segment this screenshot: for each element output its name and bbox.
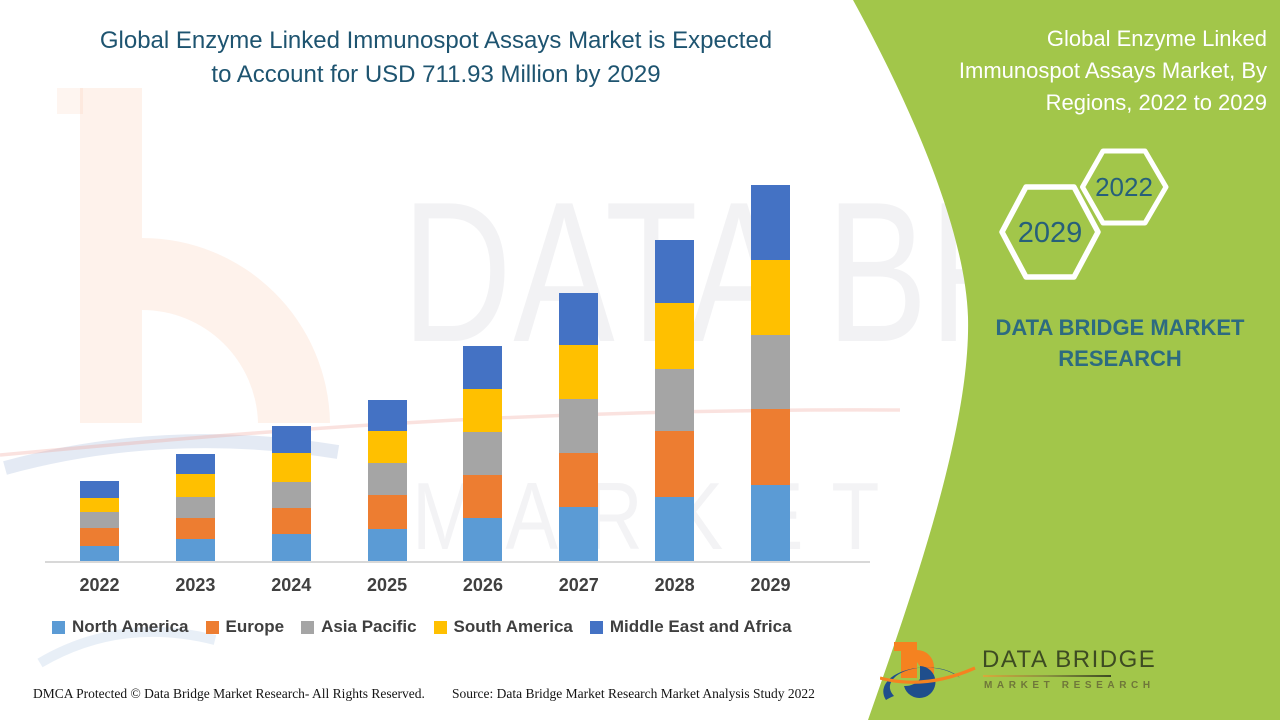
bar-segment-asia-pacific bbox=[175, 496, 215, 518]
x-axis-label: 2024 bbox=[271, 575, 312, 595]
x-axis-label: 2028 bbox=[654, 575, 695, 595]
bar-segment-middle-east-and-africa bbox=[751, 185, 791, 261]
bar-segment-asia-pacific bbox=[751, 335, 791, 410]
bar-segment-south-america bbox=[367, 430, 407, 464]
bar-segment-north-america bbox=[559, 506, 599, 561]
side-panel-brand: DATA BRIDGE MARKET RESEARCH bbox=[975, 312, 1265, 374]
bar-segment-north-america bbox=[751, 485, 791, 561]
logo-title: DATA BRIDGE bbox=[982, 646, 1157, 673]
legend-label: Asia Pacific bbox=[321, 617, 417, 636]
bar-segment-south-america bbox=[271, 452, 311, 482]
bar-segment-middle-east-and-africa bbox=[367, 400, 407, 431]
bar-segment-europe bbox=[367, 495, 407, 530]
logo-rule bbox=[983, 675, 1111, 677]
bar-segment-asia-pacific bbox=[80, 512, 119, 529]
legend-item: South America bbox=[433, 617, 573, 637]
bar-segment-middle-east-and-africa bbox=[559, 292, 599, 346]
x-axis-label: 2027 bbox=[558, 575, 599, 595]
bar-segment-middle-east-and-africa bbox=[175, 453, 215, 474]
page-title-line2: to Account for USD 711.93 Million by 202… bbox=[211, 61, 661, 88]
legend-swatch bbox=[589, 620, 603, 634]
bar-segment-south-america bbox=[655, 303, 695, 370]
bar-segment-asia-pacific bbox=[271, 481, 311, 508]
side-panel-brand-line2: RESEARCH bbox=[1058, 346, 1182, 371]
bar-segment-asia-pacific bbox=[655, 369, 695, 431]
bar-segment-north-america bbox=[175, 538, 215, 561]
x-axis-label: 2025 bbox=[367, 575, 408, 595]
bar-segment-asia-pacific bbox=[559, 398, 599, 454]
x-axis-label: 2022 bbox=[79, 575, 120, 595]
bar-segment-europe bbox=[559, 453, 599, 507]
side-panel-heading-line1: Global Enzyme Linked bbox=[1046, 26, 1267, 51]
side-panel-heading-line2: Immunospot Assays Market, By bbox=[958, 58, 1267, 83]
bar-segment-middle-east-and-africa bbox=[655, 240, 695, 304]
source-note: Source: Data Bridge Market Research Mark… bbox=[452, 686, 815, 701]
page-title: Global Enzyme Linked Immunospot Assays M… bbox=[50, 24, 822, 92]
legend-label: South America bbox=[453, 617, 573, 636]
legend-item: Europe bbox=[205, 617, 285, 637]
bar-segment-middle-east-and-africa bbox=[271, 425, 311, 453]
bar-segment-north-america bbox=[271, 533, 311, 561]
bar-segment-asia-pacific bbox=[463, 431, 503, 475]
logo-subtitle: MARKET RESEARCH bbox=[984, 680, 1155, 691]
bar-segment-europe bbox=[175, 518, 215, 539]
bar-segment-south-america bbox=[559, 345, 599, 399]
hexagon-2022-label: 2022 bbox=[1095, 172, 1153, 202]
bar-segment-europe bbox=[80, 528, 119, 546]
bar-segment-europe bbox=[751, 409, 791, 486]
legend-label: Middle East and Africa bbox=[609, 617, 792, 636]
side-panel-brand-line1: DATA BRIDGE MARKET bbox=[995, 315, 1245, 340]
legend-swatch bbox=[301, 620, 315, 634]
bar-segment-asia-pacific bbox=[367, 463, 407, 496]
hexagon-2029-label: 2029 bbox=[1018, 217, 1083, 249]
bar-segment-south-america bbox=[175, 473, 215, 497]
bar-segment-middle-east-and-africa bbox=[80, 481, 119, 498]
bar-segment-south-america bbox=[463, 389, 503, 432]
data-bridge-logo: DATA BRIDGE MARKET RESEARCH bbox=[880, 638, 1200, 708]
chart-legend: North America Europe Asia Pacific South Ame… bbox=[52, 617, 792, 637]
bar-segment-south-america bbox=[80, 497, 119, 513]
bar-segment-north-america bbox=[463, 518, 503, 561]
x-axis-label: 2029 bbox=[750, 575, 791, 595]
bar-segment-north-america bbox=[367, 529, 407, 561]
dmca-notice: DMCA Protected © Data Bridge Market Rese… bbox=[33, 686, 425, 701]
bar-segment-south-america bbox=[751, 260, 791, 336]
page-title-line1: Global Enzyme Linked Immunospot Assays M… bbox=[99, 27, 773, 54]
legend-label: North America bbox=[72, 617, 189, 636]
hexagon-2029 bbox=[999, 184, 1101, 280]
bar-segment-north-america bbox=[80, 546, 119, 561]
legend-swatch bbox=[52, 620, 65, 634]
legend-item: Middle East and Africa bbox=[589, 617, 792, 637]
hexagon-2022 bbox=[1080, 148, 1169, 226]
legend-swatch bbox=[205, 620, 219, 634]
side-panel-heading-line3: Regions, 2022 to 2029 bbox=[1045, 90, 1267, 115]
bar-segment-middle-east-and-africa bbox=[463, 346, 503, 390]
bar-segment-europe bbox=[271, 507, 311, 534]
x-axis-label: 2026 bbox=[462, 575, 503, 595]
legend-label: Europe bbox=[225, 617, 285, 636]
bar-segment-europe bbox=[655, 430, 695, 497]
bar-segment-europe bbox=[463, 475, 503, 519]
bar-segment-north-america bbox=[655, 496, 695, 561]
data-bridge-logo-icon bbox=[880, 642, 976, 700]
legend-item: Asia Pacific bbox=[301, 617, 417, 637]
x-axis-label: 2023 bbox=[175, 575, 216, 595]
legend-item: North America bbox=[52, 617, 189, 637]
legend-swatch bbox=[433, 620, 447, 634]
x-axis-line bbox=[45, 561, 870, 563]
side-panel-heading: Global Enzyme Linked Immunospot Assays M… bbox=[907, 23, 1267, 119]
